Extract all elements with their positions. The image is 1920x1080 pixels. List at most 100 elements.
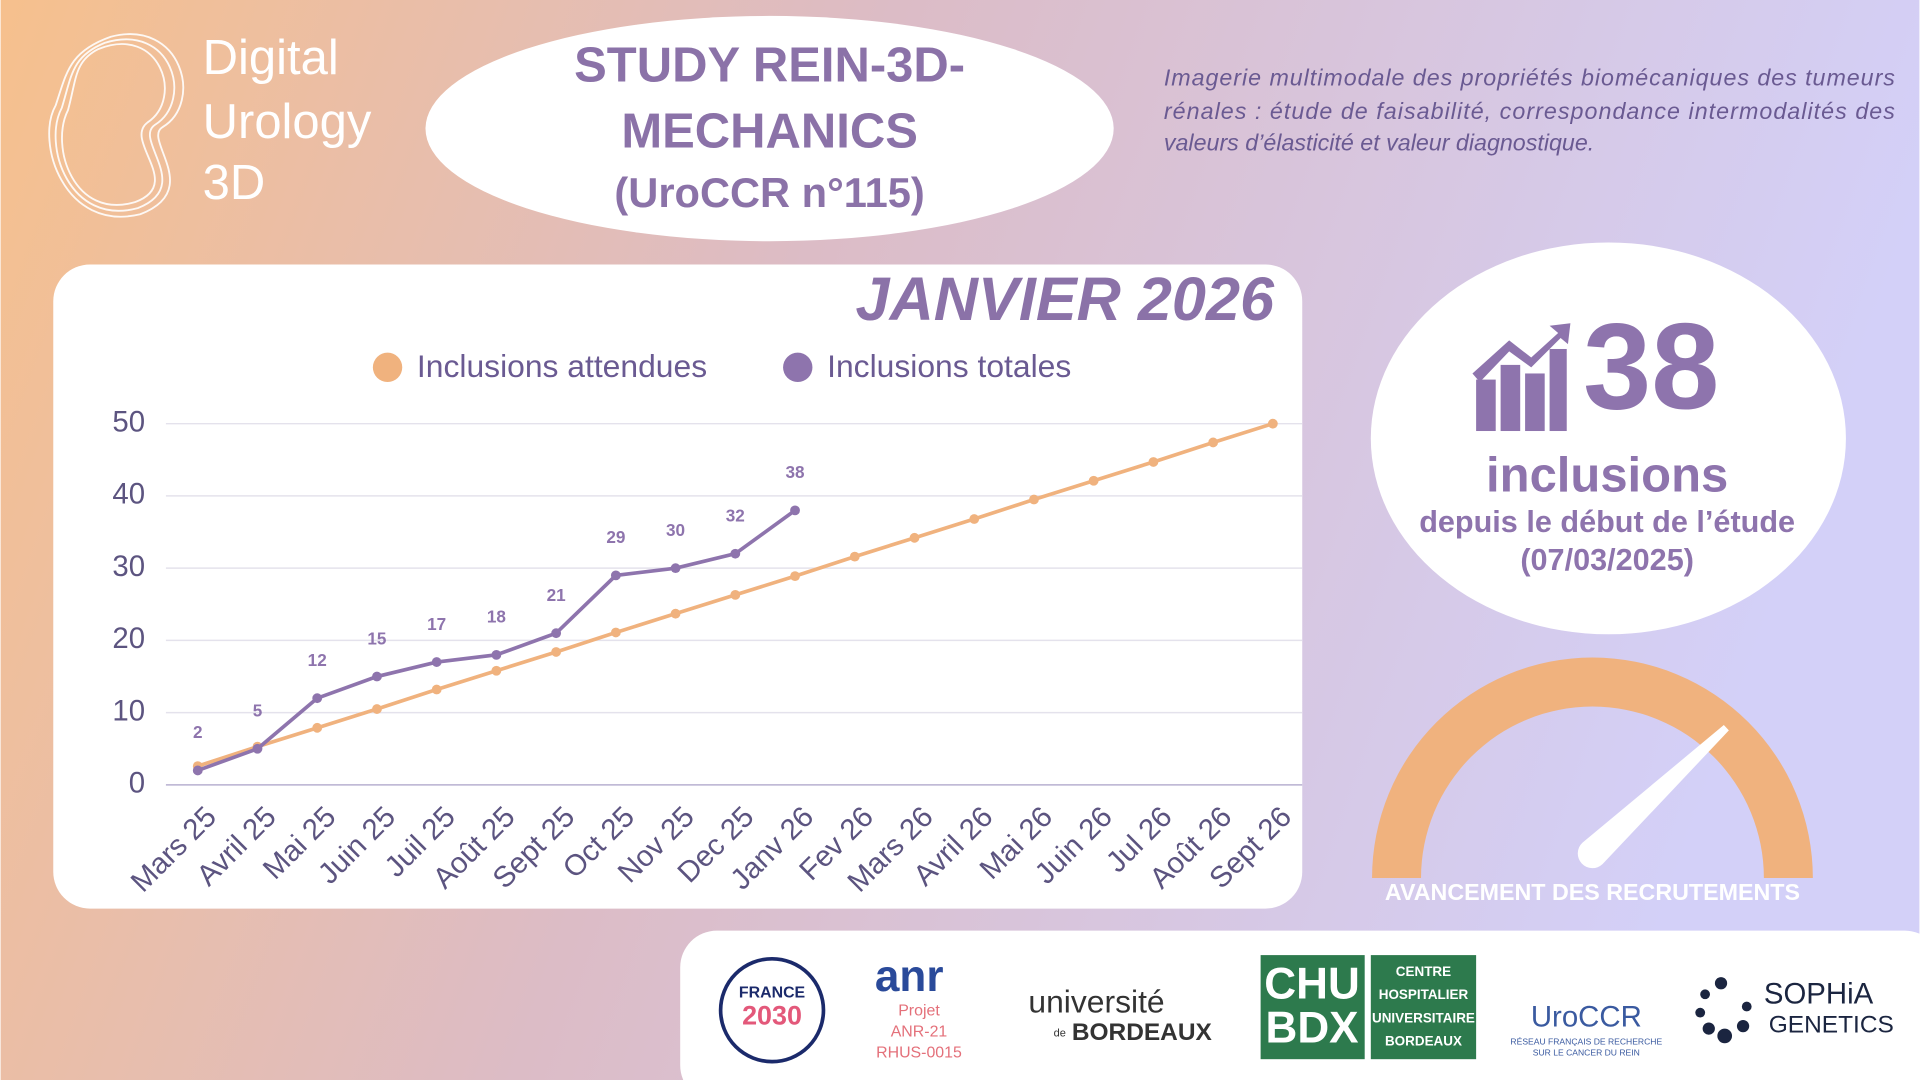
point (610, 627, 621, 638)
point (909, 532, 920, 543)
data-label: 18 (487, 607, 506, 627)
point (1029, 494, 1039, 505)
point (730, 589, 741, 600)
point (372, 704, 382, 714)
point (551, 647, 562, 657)
logo-text: RHUS-0015 (876, 1044, 962, 1061)
logo-text: ANR-21 (891, 1023, 948, 1040)
point (730, 548, 741, 559)
logo-text: BORDEAUX (1385, 1034, 1462, 1049)
chart-panel (53, 264, 1303, 909)
y-tick-label: 20 (112, 622, 145, 655)
logo-text: BDX (1266, 1004, 1360, 1053)
kpi-unit: inclusions (1486, 449, 1728, 503)
title-bubble (425, 15, 1114, 242)
logo-text: HOSPITALIER (1379, 987, 1469, 1002)
logo-box (1370, 955, 1477, 1060)
kpi-caption: depuis le début de l’étude (1419, 505, 1795, 539)
logo-text: de (1054, 1027, 1066, 1039)
logo-dots (1695, 977, 1752, 1044)
logo-text: UNIVERSITAIRE (1372, 1010, 1475, 1025)
point (670, 608, 681, 619)
logo-text: 2030 (742, 1001, 802, 1031)
point (431, 657, 442, 667)
data-label: 30 (666, 520, 685, 540)
logo-text: CHU (1264, 960, 1360, 1009)
point (491, 649, 502, 660)
brand-line: Urology (203, 95, 372, 149)
title-line: MECHANICS (621, 105, 918, 159)
data-label: 29 (606, 527, 625, 547)
data-label: 15 (367, 628, 387, 648)
point (431, 684, 442, 695)
brand-line: 3D (203, 156, 266, 210)
point (790, 571, 800, 582)
gauge-needle (1577, 725, 1729, 869)
data-label: 21 (547, 585, 567, 605)
chart-title: JANVIER 2026 (856, 265, 1276, 333)
point (1088, 475, 1099, 486)
y-tick-label: 50 (112, 405, 145, 438)
kpi-bubble (1370, 242, 1846, 635)
y-tick-label: 10 (112, 694, 145, 727)
logo-text: université (1028, 983, 1164, 1019)
point (1208, 437, 1219, 448)
point (670, 563, 681, 574)
logo-text: RÉSEAU FRANÇAIS DE RECHERCHE (1510, 1036, 1662, 1046)
title: STUDY REIN-3D- MECHANICS (UroCCR n°115) (574, 39, 965, 216)
point (192, 765, 203, 776)
description-line: Imagerie multimodale des propriétés biom… (1164, 65, 1895, 91)
point (372, 671, 382, 682)
logo-text: UroCCR (1531, 1001, 1642, 1034)
kpi: 38 inclusions depuis le début de l’étude… (1419, 297, 1795, 577)
brand-line: Digital (203, 31, 339, 85)
point (1148, 457, 1159, 467)
logo-text: CENTRE (1396, 964, 1451, 979)
logo-text: SOPHiA (1764, 977, 1874, 1010)
point (1267, 418, 1278, 429)
point (790, 505, 800, 516)
brand-logo (48, 33, 185, 218)
description-line: rénales : étude de faisabilité, correspo… (1164, 98, 1895, 124)
logo-ring (718, 956, 826, 1064)
logo-text: FRANCE (739, 984, 805, 1001)
point (312, 693, 323, 704)
legend-label: Inclusions attendues (417, 348, 707, 384)
brand: Digital Urology 3D (203, 31, 372, 210)
description-line: valeurs d’élasticité et valeur diagnosti… (1164, 130, 1594, 156)
data-label: 17 (427, 614, 446, 634)
kpi-value: 38 (1583, 297, 1719, 434)
title-line: STUDY REIN-3D- (574, 39, 965, 93)
logo-text: GENETICS (1769, 1012, 1894, 1039)
point (312, 722, 323, 733)
logo-box (1260, 955, 1365, 1060)
point (969, 514, 980, 524)
gauge-label: AVANCEMENT DES RECRUTEMENTS (1385, 879, 1800, 905)
logos: FRANCE 2030 anr Projet ANR-21 RHUS-0015 … (718, 952, 1894, 1064)
data-label: 32 (726, 506, 745, 526)
gauge-arc (1372, 657, 1813, 878)
y-tick-label: 0 (129, 767, 145, 800)
point (551, 628, 562, 639)
data-label: 5 (253, 701, 263, 721)
legend-swatch (372, 352, 403, 383)
title-line: (UroCCR n°115) (614, 169, 924, 216)
point (610, 570, 621, 581)
point (252, 743, 263, 754)
logo-text: BORDEAUX (1072, 1019, 1213, 1046)
logo-text: anr (875, 952, 944, 1001)
description: Imagerie multimodale des propriétés biom… (1164, 65, 1895, 156)
data-label: 12 (308, 650, 327, 670)
legend-swatch (783, 352, 813, 383)
point (849, 551, 860, 562)
y-tick-label: 30 (112, 550, 145, 583)
gauge (1577, 725, 1729, 869)
data-label: 38 (786, 462, 805, 482)
logo-text: Projet (898, 1003, 940, 1020)
legend-label: Inclusions totales (827, 348, 1071, 384)
point (491, 665, 502, 676)
kpi-icon (1472, 323, 1571, 432)
logo-text: SUR LE CANCER DU REIN (1533, 1047, 1640, 1057)
kpi-date: (07/03/2025) (1520, 543, 1694, 577)
